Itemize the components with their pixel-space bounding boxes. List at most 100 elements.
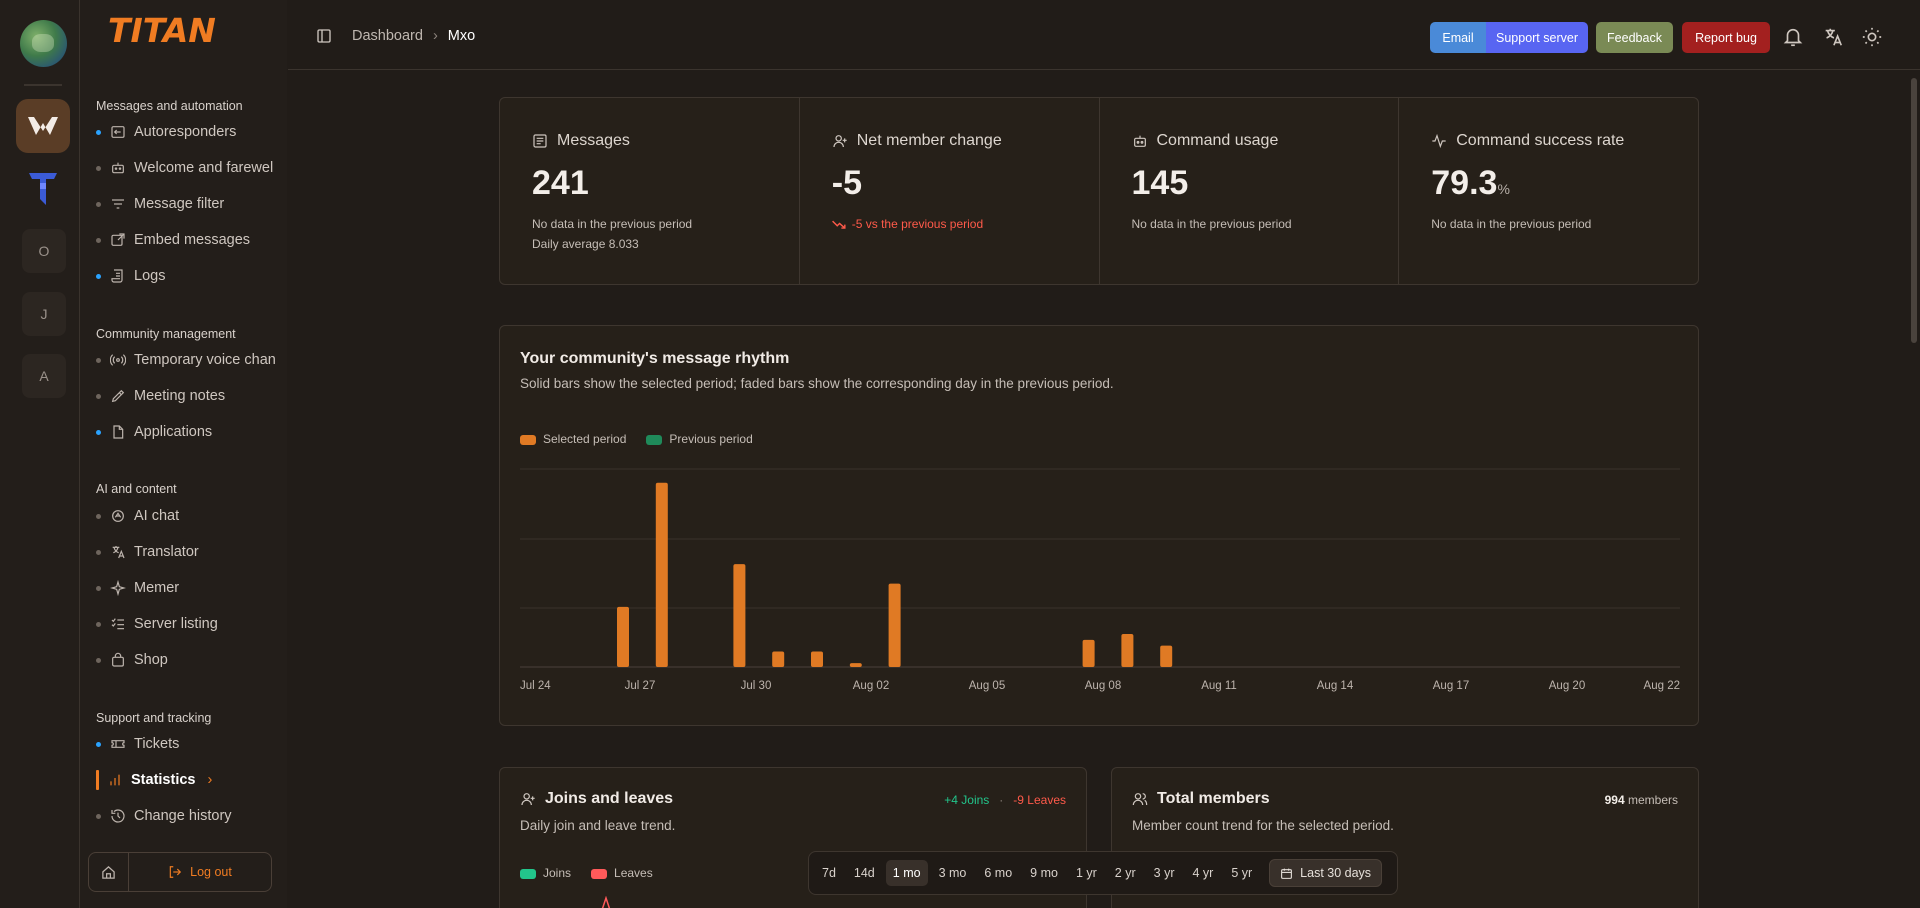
- bar-jul-26[interactable]: [617, 606, 629, 667]
- legend-swatch: [520, 868, 536, 879]
- sidebar-item-label: Statistics: [131, 772, 196, 788]
- user-avatar[interactable]: [20, 20, 67, 67]
- period-option-5-yr[interactable]: 5 yr: [1231, 866, 1253, 880]
- bar-aug-08[interactable]: [1121, 634, 1134, 667]
- legend-selected[interactable]: Selected period: [520, 432, 626, 446]
- sidebar-item-label: Logs: [134, 268, 166, 284]
- period-option-6-mo[interactable]: 6 mo: [984, 866, 1013, 880]
- t-server-icon: [29, 173, 57, 205]
- period-option-2-yr[interactable]: 2 yr: [1114, 866, 1136, 880]
- home-button[interactable]: [89, 852, 129, 892]
- server-o[interactable]: O: [22, 229, 66, 273]
- sidebar-item-meeting-notes[interactable]: Meeting notes: [96, 381, 286, 411]
- bar-jul-30[interactable]: [772, 651, 785, 667]
- section-title: Community management: [96, 327, 236, 341]
- report-bug-button[interactable]: Report bug: [1682, 22, 1770, 53]
- stat-messages: Messages 241 No data in the previous per…: [500, 98, 800, 284]
- translate-icon: [112, 546, 125, 559]
- period-option-3-yr[interactable]: 3 yr: [1153, 866, 1175, 880]
- bot-icon: [1133, 135, 1146, 147]
- sidebar-item-welcome-and-farewel[interactable]: Welcome and farewel: [96, 153, 286, 183]
- status-dot: [96, 513, 101, 519]
- bar-jul-29[interactable]: [733, 564, 746, 667]
- sidebar-item-applications[interactable]: Applications: [96, 417, 286, 447]
- titan-logo[interactable]: TITAN: [108, 12, 254, 48]
- legend-joins[interactable]: Joins: [520, 866, 571, 880]
- period-option-7d[interactable]: 7d: [822, 866, 836, 880]
- sidebar-item-memer[interactable]: Memer: [96, 573, 286, 603]
- breadcrumb-current: Mxo: [447, 28, 476, 44]
- active-indicator: [96, 770, 99, 790]
- separator: ·: [999, 793, 1004, 807]
- stat-note-average: Daily average 8.033: [532, 237, 639, 251]
- sidebar-item-label: Translator: [134, 544, 199, 560]
- sidebar-item-change-history[interactable]: Change history: [96, 801, 286, 831]
- period-option-1-mo[interactable]: 1 mo: [885, 860, 928, 886]
- sidebar-item-temporary-voice-chan[interactable]: Temporary voice chan: [96, 345, 286, 375]
- ai-chat-icon: [112, 510, 124, 522]
- sidebar-item-label: Temporary voice chan: [134, 352, 276, 368]
- scrollbar-thumb[interactable]: [1911, 78, 1917, 343]
- server-a[interactable]: A: [22, 354, 66, 398]
- legend-label: Leaves: [614, 866, 653, 880]
- bar-aug-09[interactable]: [1160, 645, 1173, 667]
- date-range-button[interactable]: Last 30 days: [1269, 859, 1383, 887]
- feedback-button[interactable]: Feedback: [1596, 22, 1673, 53]
- status-dot: [96, 393, 101, 399]
- status-dot: [96, 357, 101, 363]
- sidebar-item-tickets[interactable]: Tickets: [96, 729, 286, 759]
- sidebar-item-shop[interactable]: Shop: [96, 645, 286, 675]
- period-option-3-mo[interactable]: 3 mo: [938, 866, 967, 880]
- document-icon: [113, 425, 124, 439]
- period-option-1-yr[interactable]: 1 yr: [1075, 866, 1097, 880]
- sidebar-item-translator[interactable]: Translator: [96, 537, 286, 567]
- status-dot: [96, 657, 101, 663]
- x-tick-label: Aug 22: [1644, 680, 1680, 692]
- activity-icon: [1432, 133, 1446, 149]
- period-option-14d[interactable]: 14d: [853, 866, 875, 880]
- sidebar-item-ai-chat[interactable]: AI chat: [96, 501, 286, 531]
- sidebar-footer: Log out: [88, 852, 272, 892]
- legend-previous[interactable]: Previous period: [646, 432, 753, 446]
- bar-jul-27[interactable]: [655, 482, 668, 667]
- server-t[interactable]: [16, 162, 70, 216]
- stat-value: -5: [831, 164, 862, 202]
- bar-aug-01[interactable]: [849, 663, 862, 667]
- legend-swatch: [520, 434, 536, 445]
- period-option-9-mo[interactable]: 9 mo: [1030, 866, 1058, 880]
- x-tick-label: Aug 11: [1201, 680, 1237, 692]
- email-button[interactable]: Email: [1430, 22, 1486, 53]
- calendar-icon: [1281, 868, 1293, 879]
- stat-title: Net member change: [856, 132, 1002, 149]
- logout-button[interactable]: Log out: [129, 865, 271, 879]
- support-server-button[interactable]: Support server: [1486, 22, 1588, 53]
- robot-icon: [112, 162, 124, 174]
- sidebar-toggle-button[interactable]: [316, 28, 332, 44]
- bar-aug-07[interactable]: [1082, 639, 1095, 667]
- period-option-4-yr[interactable]: 4 yr: [1192, 866, 1214, 880]
- stats-row: Messages 241 No data in the previous per…: [499, 97, 1699, 285]
- breadcrumb-dashboard[interactable]: Dashboard: [352, 28, 423, 44]
- server-j[interactable]: J: [22, 292, 66, 336]
- language-button[interactable]: [1822, 26, 1844, 48]
- sidebar-item-autoresponders[interactable]: Autoresponders: [96, 117, 286, 147]
- sidebar: TITAN Messages and automation Autorespond…: [80, 0, 287, 908]
- list-check-icon: [111, 618, 124, 630]
- sidebar-item-embed-messages[interactable]: Embed messages: [96, 225, 286, 255]
- legend-leaves[interactable]: Leaves: [591, 866, 653, 880]
- sidebar-item-statistics[interactable]: Statistics ›: [96, 765, 286, 795]
- sidebar-item-server-listing[interactable]: Server listing: [96, 609, 286, 639]
- server-titan-active[interactable]: [16, 99, 70, 153]
- status-dot: [96, 813, 101, 819]
- notifications-button[interactable]: [1782, 26, 1804, 48]
- sidebar-item-message-filter[interactable]: Message filter: [96, 189, 286, 219]
- theme-toggle-button[interactable]: [1861, 26, 1883, 48]
- bar-aug-02[interactable]: [888, 583, 901, 667]
- stat-title: Messages: [557, 132, 630, 149]
- joins-chart-peak: [601, 896, 611, 908]
- breadcrumb: Dashboard › Mxo: [352, 28, 475, 44]
- stat-unit: %: [1497, 181, 1510, 197]
- sidebar-item-logs[interactable]: Logs: [96, 261, 286, 291]
- bar-jul-31[interactable]: [811, 651, 823, 667]
- logo-text: TITAN: [108, 12, 216, 48]
